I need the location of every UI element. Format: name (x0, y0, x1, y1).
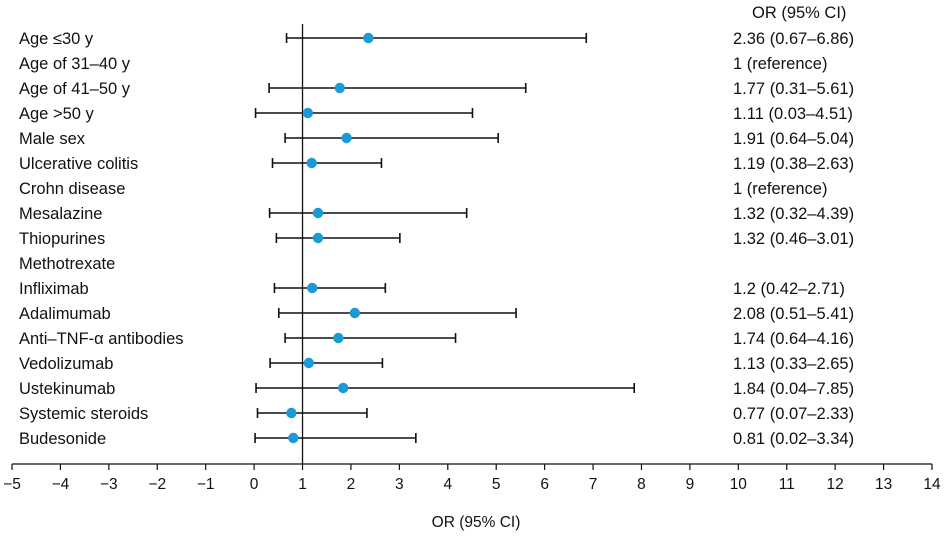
or-point (303, 357, 315, 369)
or-point (312, 232, 324, 244)
or-value: 1.84 (0.04–7.85) (733, 380, 854, 398)
or-value: 1.19 (0.38–2.63) (733, 155, 854, 173)
or-point (341, 132, 352, 144)
or-value: 1 (reference) (733, 55, 827, 73)
row-label: Age of 41–50 y (19, 80, 131, 98)
or-value: 1.13 (0.33–2.65) (733, 355, 854, 373)
or-value: 1.2 (0.42–2.71) (733, 280, 845, 298)
row-label: Male sex (19, 130, 86, 148)
or-point (302, 107, 314, 119)
row-label: Budesonide (19, 430, 106, 448)
row-label: Anti–TNF-α antibodies (19, 330, 184, 348)
or-point (333, 332, 344, 344)
or-value: 1.91 (0.64–5.04) (733, 130, 854, 148)
or-point (306, 157, 317, 169)
or-value: 2.08 (0.51–5.41) (733, 305, 854, 323)
or-value: 1.11 (0.03–4.51) (733, 105, 853, 123)
or-value: 2.36 (0.67–6.86) (733, 30, 854, 48)
x-tick-label: −1 (197, 476, 215, 493)
x-tick-label: 7 (589, 476, 598, 493)
row-label: Systemic steroids (19, 405, 148, 423)
x-tick-label: 10 (730, 476, 748, 493)
x-tick-label: 6 (540, 476, 549, 493)
ci-marks (254, 32, 636, 444)
row-labels: Age ≤30 y Age of 31–40 y Age of 41–50 y Age… (19, 30, 184, 448)
row-label: Ustekinumab (19, 380, 115, 398)
row-label: Mesalazine (19, 205, 102, 223)
x-tick-label: 2 (347, 476, 356, 493)
row-label: Vedolizumab (19, 355, 113, 373)
or-point (334, 82, 346, 94)
row-label: Adalimumab (19, 305, 111, 323)
row-label: Infliximab (19, 280, 89, 298)
x-tick-label: 12 (827, 476, 844, 493)
x-tick-label: 3 (395, 476, 404, 493)
row-label: Age of 31–40 y (19, 55, 131, 73)
or-point (288, 432, 299, 444)
or-value: 0.81 (0.02–3.34) (733, 430, 854, 448)
or-value: 1.32 (0.32–4.39) (733, 205, 854, 223)
x-axis-title: OR (95% CI) (432, 514, 521, 531)
or-value: 1.32 (0.46–3.01) (733, 230, 854, 248)
x-tick-label: 14 (923, 476, 941, 493)
row-label: Age >50 y (19, 105, 95, 123)
x-tick-label: −5 (3, 476, 21, 493)
row-label: Ulcerative colitis (19, 155, 138, 173)
or-values: 2.36 (0.67–6.86) 1 (reference) 1.77 (0.31–… (733, 30, 854, 448)
or-point (286, 407, 297, 419)
row-label: Crohn disease (19, 180, 125, 198)
or-point (338, 382, 349, 394)
x-axis: −5 −4 −3 −2 −1 0 1 2 3 4 5 6 7 8 9 10 11 12 13 14 (3, 463, 941, 493)
or-point (363, 32, 374, 44)
or-point (349, 307, 361, 319)
or-value: 1.77 (0.31–5.61) (733, 80, 854, 98)
x-tick-label: 13 (875, 476, 892, 493)
or-column-header: OR (95% CI) (752, 4, 846, 22)
x-tick-label: 4 (443, 476, 452, 493)
or-point (307, 282, 318, 294)
or-value: 1.74 (0.64–4.16) (733, 330, 854, 348)
x-tick-label: 8 (637, 476, 646, 493)
or-value: 0.77 (0.07–2.33) (733, 405, 854, 423)
or-point (312, 207, 324, 219)
x-tick-label: −3 (100, 476, 118, 493)
or-value: 1 (reference) (733, 180, 827, 198)
row-label: Age ≤30 y (19, 30, 94, 48)
row-label: Methotrexate (19, 255, 115, 273)
x-tick-label: 0 (250, 476, 259, 493)
x-tick-label: 11 (779, 476, 795, 493)
x-tick-label: 1 (298, 476, 307, 493)
row-label: Thiopurines (19, 230, 105, 248)
x-tick-label: −2 (148, 476, 166, 493)
x-tick-label: 5 (492, 476, 501, 493)
x-tick-label: −4 (52, 476, 70, 493)
x-tick-label: 9 (686, 476, 695, 493)
